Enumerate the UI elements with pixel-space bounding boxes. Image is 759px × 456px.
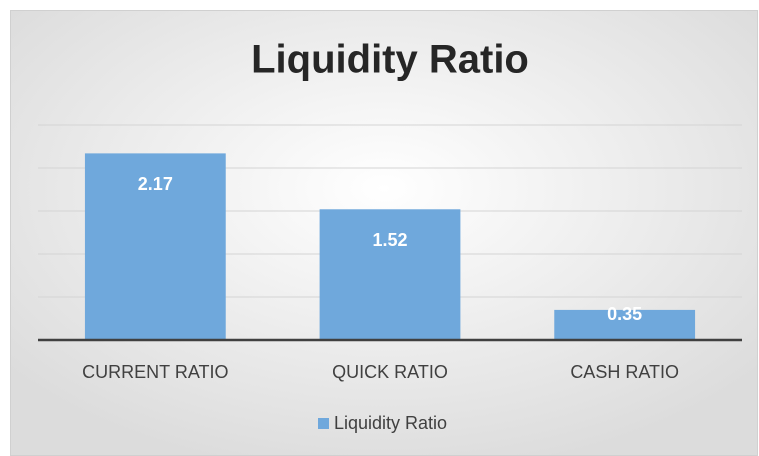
legend-swatch [318,418,329,429]
x-tick-label: CURRENT RATIO [82,362,228,382]
data-label: 0.35 [607,304,642,324]
x-tick-label: QUICK RATIO [332,362,448,382]
legend-label: Liquidity Ratio [334,413,447,433]
x-tick-label: CASH RATIO [570,362,679,382]
data-label: 1.52 [372,230,407,250]
chart-title: Liquidity Ratio [251,38,529,82]
bar [319,209,461,340]
data-label: 2.17 [138,174,173,194]
bar [554,309,696,340]
bar [84,153,226,340]
